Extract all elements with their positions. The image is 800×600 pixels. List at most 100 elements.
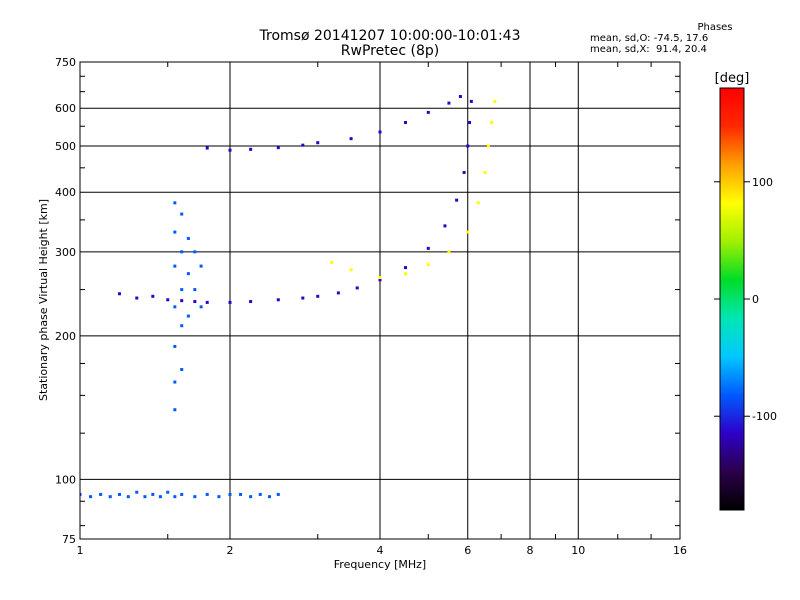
data-point <box>476 201 480 205</box>
data-point <box>336 291 340 295</box>
x-tick-label: 4 <box>377 544 384 557</box>
data-point <box>258 492 262 496</box>
data-point <box>267 495 271 499</box>
data-point <box>205 146 209 150</box>
data-point <box>180 212 184 216</box>
grid <box>80 62 680 539</box>
data-point <box>458 94 462 98</box>
data-point <box>205 492 209 496</box>
data-point <box>276 146 280 150</box>
x-tick-label: 2 <box>227 544 234 557</box>
data-point <box>403 272 407 276</box>
trace-f-x <box>330 99 497 280</box>
data-point <box>249 495 253 499</box>
data-point <box>108 495 112 499</box>
data-point <box>228 148 232 152</box>
data-point <box>447 101 451 105</box>
colorbar-tick-label: 100 <box>752 176 773 189</box>
x-axis-label: Frequency [MHz] <box>334 558 426 571</box>
data-point <box>180 324 184 328</box>
data-point <box>217 495 221 499</box>
data-point <box>173 495 177 499</box>
data-point <box>173 408 177 412</box>
data-point <box>117 492 121 496</box>
data-point <box>403 266 407 270</box>
data-point <box>166 298 170 302</box>
trace-f-o-lower <box>117 99 473 304</box>
x-tick-label: 1 <box>77 544 84 557</box>
data-point <box>469 99 473 103</box>
data-point <box>301 143 305 147</box>
data-point <box>186 236 190 240</box>
x-tick-label: 6 <box>464 544 471 557</box>
data-point <box>205 300 209 304</box>
colorbar-label: [deg] <box>715 71 750 86</box>
data-point <box>186 272 190 276</box>
data-point <box>349 137 353 141</box>
data-point <box>173 380 177 384</box>
data-point <box>193 288 197 292</box>
data-point <box>173 305 177 309</box>
data-point <box>173 344 177 348</box>
data-point <box>378 276 382 280</box>
data-point <box>330 260 334 264</box>
data-point <box>193 250 197 254</box>
data-point <box>180 367 184 371</box>
chart-title-line-1: Tromsø 20141207 10:00:00-10:01:43 <box>259 28 521 44</box>
data-point <box>151 492 155 496</box>
x-tick-label: 8 <box>527 544 534 557</box>
data-point <box>193 495 197 499</box>
data-point <box>426 110 430 114</box>
y-axis-label: Stationary phase Virtual Height [km] <box>37 199 50 401</box>
data-point <box>447 250 451 254</box>
data-point <box>493 99 497 103</box>
data-point <box>143 495 147 499</box>
x-tick-label: 16 <box>673 544 687 557</box>
data-point <box>490 121 494 125</box>
data-point <box>135 296 139 300</box>
data-point <box>173 230 177 234</box>
colorbar-tick-label: 0 <box>752 293 759 306</box>
y-tick-label: 100 <box>55 473 76 486</box>
data-point <box>158 495 162 499</box>
data-point <box>249 147 253 151</box>
data-point <box>151 294 155 298</box>
data-point <box>173 201 177 205</box>
data-point <box>378 130 382 134</box>
data-point <box>186 314 190 318</box>
data-point <box>135 490 139 494</box>
data-point <box>228 300 232 304</box>
data-point <box>466 230 470 234</box>
y-tick-label: 500 <box>55 140 76 153</box>
data-point <box>301 296 305 300</box>
phases-legend-x-row: mean, sd,X: 91.4, 20.4 <box>590 44 707 55</box>
phases-legend: Phases mean, sd,O: -74.5, 17.6 mean, sd,… <box>590 22 800 55</box>
y-tick-label: 200 <box>55 330 76 343</box>
data-point <box>199 264 203 268</box>
data-point <box>443 224 447 228</box>
data-point <box>173 264 177 268</box>
data-point <box>462 170 466 174</box>
data-point <box>99 492 103 496</box>
data-points <box>80 94 497 499</box>
data-point <box>455 198 459 202</box>
data-point <box>180 250 184 254</box>
data-point <box>403 121 407 125</box>
data-point <box>426 246 430 250</box>
trace-spread-f <box>173 201 203 412</box>
data-point <box>276 298 280 302</box>
data-point <box>117 292 121 296</box>
trace-f-o-upper <box>205 94 462 152</box>
data-point <box>316 141 320 145</box>
data-point <box>355 286 359 290</box>
data-point <box>349 268 353 272</box>
data-point <box>316 294 320 298</box>
data-point <box>180 492 184 496</box>
plot-frame <box>79 61 681 540</box>
colorbar-gradient <box>719 87 745 511</box>
data-point <box>180 299 184 303</box>
axis-ticks: 1 2 4 6 8 10 16 75 100 200 300 400 500 600 750 <box>55 56 687 557</box>
data-point <box>80 492 82 496</box>
data-point <box>276 492 280 496</box>
